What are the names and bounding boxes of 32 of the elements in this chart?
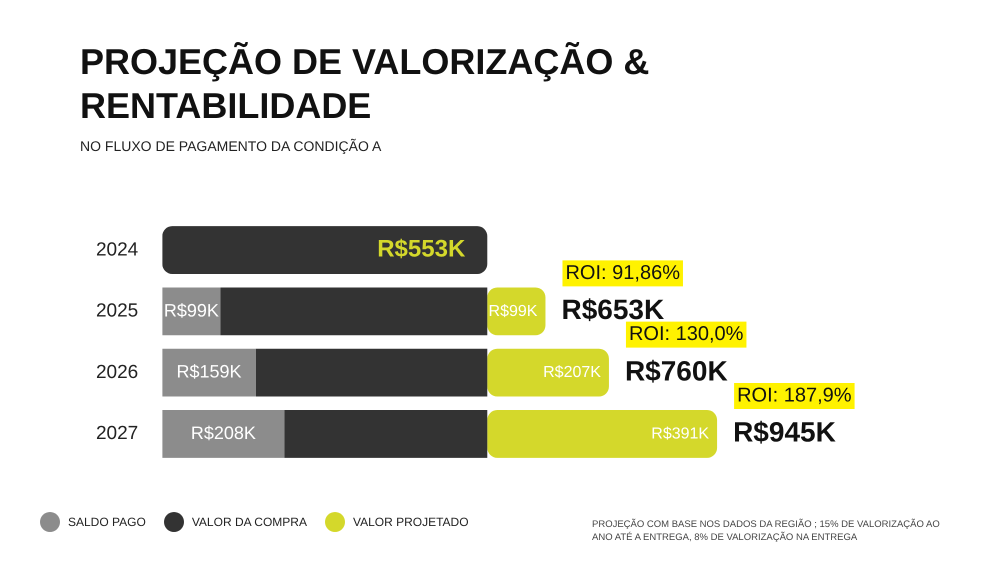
total-label: R$653K (561, 294, 664, 326)
bar (487, 410, 718, 458)
data-label: R$99K (164, 300, 219, 320)
y-tick-label: 2024 (96, 239, 139, 260)
legend-label: VALOR DA COMPRA (192, 515, 307, 529)
data-label: R$99K (488, 302, 538, 320)
data-label: R$208K (190, 422, 256, 443)
data-label: R$391K (651, 425, 710, 442)
legend-label: SALDO PAGO (68, 515, 146, 529)
bar (162, 348, 256, 397)
annotation: ROI: 130,0% (628, 323, 744, 346)
bar (487, 287, 546, 336)
bar (487, 348, 609, 397)
y-tick-label: 2026 (96, 362, 138, 383)
annotation: ROI: 91,86% (565, 262, 680, 284)
bar (162, 226, 488, 274)
data-label: R$159K (176, 362, 242, 382)
y-tick-label: 2027 (96, 423, 138, 444)
bar (162, 410, 285, 458)
data-label: R$553K (377, 236, 466, 263)
total-label: R$945K (733, 416, 836, 448)
chart-subtitle: NO FLUXO DE PAGAMENTO DA CONDIÇÃO A (80, 138, 382, 154)
y-tick-label: 2025 (96, 300, 138, 322)
annotation: ROI: 187,9% (737, 384, 852, 406)
bar (256, 348, 488, 397)
chart-title: PROJEÇÃO DE VALORIZAÇÃO & RENTABILIDADE (80, 40, 650, 128)
data-label: R$207K (543, 364, 602, 382)
bar (220, 287, 488, 336)
total-label: R$760K (624, 355, 728, 386)
text: PROJEÇÃO COM BASE NOS DADOS DA REGIÃO ; 15% DE VALORIZAÇÃO AO ANO ATÉ A ENTREGA, 8% DE VALORIZAÇÃO NA ENTREGA (592, 518, 941, 544)
bar (284, 410, 488, 458)
legend-label: VALOR PROJETADO (352, 515, 469, 529)
